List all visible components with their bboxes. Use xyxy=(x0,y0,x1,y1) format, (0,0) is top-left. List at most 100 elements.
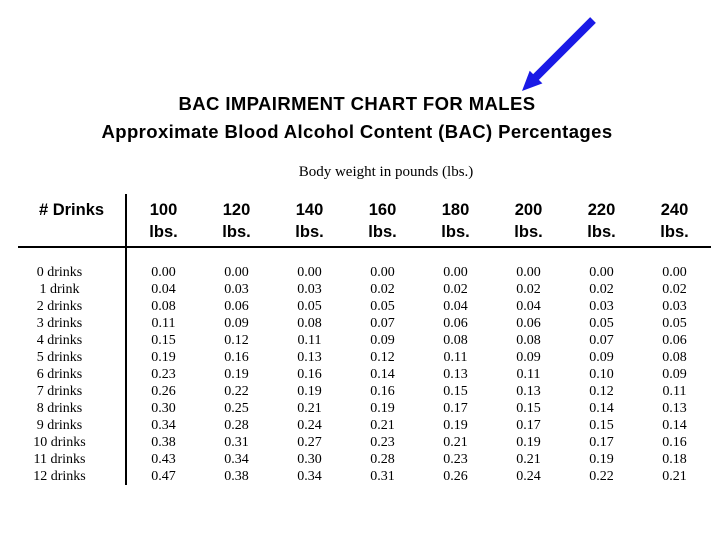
table-row: 7 drinks 0.26 0.22 0.19 0.16 0.15 0.13 0.12 0.11 xyxy=(18,383,711,400)
bac-value-cell: 0.08 xyxy=(516,333,541,348)
column-weight: 200 xyxy=(514,201,543,219)
bac-value-cell: 0.08 xyxy=(662,350,687,365)
bac-value-cell: 0.12 xyxy=(224,333,249,348)
bac-value-cell: 0.00 xyxy=(151,265,176,280)
table-row: 2 drinks 0.08 0.06 0.05 0.05 0.04 0.04 0.03 0.03 xyxy=(18,298,711,315)
bac-value-cell: 0.00 xyxy=(662,265,687,280)
bac-value-cell: 0.00 xyxy=(443,265,468,280)
table-row: 9 drinks 0.34 0.28 0.24 0.21 0.19 0.17 0.15 0.14 xyxy=(18,417,711,434)
row-label: 10 drinks xyxy=(18,434,127,451)
bac-value-cell: 0.28 xyxy=(224,418,249,433)
bac-value-cell: 0.06 xyxy=(516,316,541,331)
table-row: 12 drinks 0.47 0.38 0.34 0.31 0.26 0.24 0.22 0.2… xyxy=(18,468,711,485)
column-header-240-lbs: 240 lbs. xyxy=(638,194,711,248)
row-label: 2 drinks xyxy=(18,298,127,315)
bac-value-cell: 0.21 xyxy=(297,401,322,416)
bac-value-cell: 0.14 xyxy=(662,418,687,433)
row-label: 4 drinks xyxy=(18,332,127,349)
table-body: 0 drinks 0.00 0.00 0.00 0.00 0.00 0.00 0.00 0.00… xyxy=(18,247,711,485)
bac-value-cell: 0.17 xyxy=(516,418,541,433)
table-row: 5 drinks 0.19 0.16 0.13 0.12 0.11 0.09 0.09 0.08 xyxy=(18,349,711,366)
row-label: 11 drinks xyxy=(18,451,127,468)
column-unit: lbs. xyxy=(441,223,470,241)
bac-value-cell: 0.19 xyxy=(589,452,614,467)
bac-value-cell: 0.09 xyxy=(662,367,687,382)
bac-value-cell: 0.21 xyxy=(443,435,468,450)
bac-value-cell: 0.09 xyxy=(589,350,614,365)
bac-value-cell: 0.31 xyxy=(224,435,249,450)
row-label: 1 drink xyxy=(18,281,127,298)
bac-value-cell: 0.02 xyxy=(662,282,687,297)
bac-value-cell: 0.03 xyxy=(224,282,249,297)
bac-value-cell: 0.43 xyxy=(151,452,176,467)
bac-value-cell: 0.23 xyxy=(443,452,468,467)
bac-value-cell: 0.12 xyxy=(370,350,395,365)
bac-value-cell: 0.11 xyxy=(443,350,468,365)
bac-value-cell: 0.11 xyxy=(662,384,687,399)
bac-value-cell: 0.08 xyxy=(443,333,468,348)
bac-table: # Drinks 100 lbs. 120 lbs. 140 lbs. 160 lbs. 180… xyxy=(18,194,711,485)
bac-value-cell: 0.21 xyxy=(516,452,541,467)
bac-value-cell: 0.03 xyxy=(297,282,322,297)
bac-value-cell: 0.13 xyxy=(297,350,322,365)
bac-value-cell: 0.11 xyxy=(516,367,541,382)
column-weight: 180 xyxy=(441,201,470,219)
bac-value-cell: 0.04 xyxy=(516,299,541,314)
bac-value-cell: 0.26 xyxy=(151,384,176,399)
bac-value-cell: 0.23 xyxy=(151,367,176,382)
bac-value-cell: 0.19 xyxy=(297,384,322,399)
bac-value-cell: 0.19 xyxy=(151,350,176,365)
bac-value-cell: 0.19 xyxy=(516,435,541,450)
column-header-200-lbs: 200 lbs. xyxy=(492,194,565,248)
column-header-140-lbs: 140 lbs. xyxy=(273,194,346,248)
bac-value-cell: 0.23 xyxy=(370,435,395,450)
bac-value-cell: 0.21 xyxy=(370,418,395,433)
column-unit: lbs. xyxy=(149,223,178,241)
bac-value-cell: 0.16 xyxy=(224,350,249,365)
bac-value-cell: 0.04 xyxy=(151,282,176,297)
bac-value-cell: 0.03 xyxy=(589,299,614,314)
bac-value-cell: 0.17 xyxy=(589,435,614,450)
bac-value-cell: 0.02 xyxy=(370,282,395,297)
column-unit: lbs. xyxy=(660,223,689,241)
row-header-drinks: # Drinks xyxy=(18,194,127,248)
column-header-220-lbs: 220 lbs. xyxy=(565,194,638,248)
column-unit: lbs. xyxy=(295,223,324,241)
bac-value-cell: 0.09 xyxy=(516,350,541,365)
bac-value-cell: 0.05 xyxy=(662,316,687,331)
row-label: 6 drinks xyxy=(18,366,127,383)
row-label: 9 drinks xyxy=(18,417,127,434)
column-header-160-lbs: 160 lbs. xyxy=(346,194,419,248)
bac-value-cell: 0.38 xyxy=(224,469,249,484)
bac-value-cell: 0.08 xyxy=(297,316,322,331)
bac-value-cell: 0.25 xyxy=(224,401,249,416)
table-row: 11 drinks 0.43 0.34 0.30 0.28 0.23 0.21 0.19 0.1… xyxy=(18,451,711,468)
bac-value-cell: 0.38 xyxy=(151,435,176,450)
table-row: 6 drinks 0.23 0.19 0.16 0.14 0.13 0.11 0.10 0.09 xyxy=(18,366,711,383)
column-weight: 100 xyxy=(149,201,178,219)
bac-value-cell: 0.21 xyxy=(662,469,687,484)
column-weight: 240 xyxy=(660,201,689,219)
bac-value-cell: 0.00 xyxy=(589,265,614,280)
column-unit: lbs. xyxy=(368,223,397,241)
bac-value-cell: 0.22 xyxy=(224,384,249,399)
bac-value-cell: 0.11 xyxy=(297,333,322,348)
bac-value-cell: 0.15 xyxy=(589,418,614,433)
column-header-180-lbs: 180 lbs. xyxy=(419,194,492,248)
bac-value-cell: 0.13 xyxy=(516,384,541,399)
bac-value-cell: 0.10 xyxy=(589,367,614,382)
bac-value-cell: 0.11 xyxy=(151,316,176,331)
column-unit: lbs. xyxy=(514,223,543,241)
bac-value-cell: 0.30 xyxy=(297,452,322,467)
bac-value-cell: 0.15 xyxy=(151,333,176,348)
column-weight: 160 xyxy=(368,201,397,219)
arrow-annotation-icon xyxy=(522,17,596,91)
bac-value-cell: 0.05 xyxy=(370,299,395,314)
bac-value-cell: 0.31 xyxy=(370,469,395,484)
column-weight: 120 xyxy=(222,201,251,219)
bac-value-cell: 0.13 xyxy=(662,401,687,416)
bac-value-cell: 0.00 xyxy=(370,265,395,280)
bac-value-cell: 0.13 xyxy=(443,367,468,382)
bac-value-cell: 0.07 xyxy=(589,333,614,348)
table-row: 0 drinks 0.00 0.00 0.00 0.00 0.00 0.00 0.00 0.00 xyxy=(18,247,711,281)
